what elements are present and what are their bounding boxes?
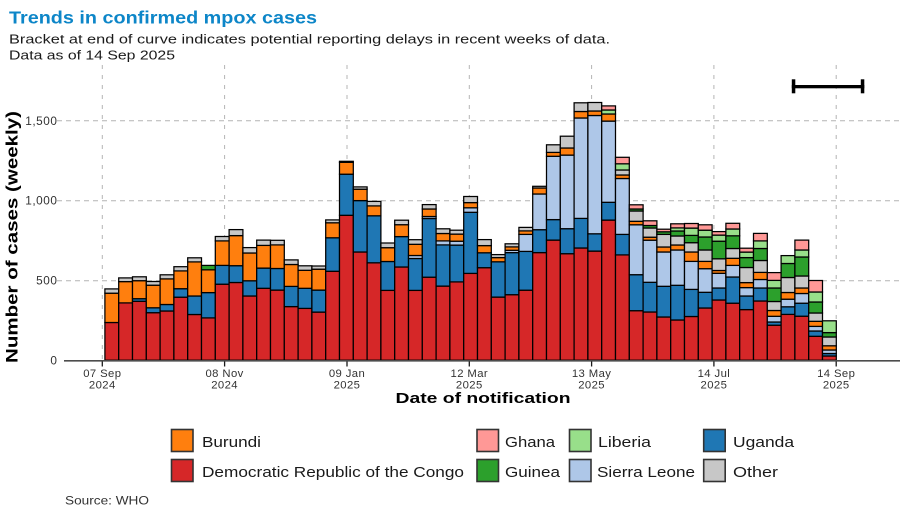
svg-text:Data as of 14 Sep 2025: Data as of 14 Sep 2025	[9, 48, 175, 63]
svg-text:Guinea: Guinea	[505, 464, 561, 481]
svg-text:14 Sep: 14 Sep	[817, 368, 855, 380]
svg-text:0: 0	[50, 354, 57, 368]
svg-text:Liberia: Liberia	[598, 434, 652, 451]
svg-text:1,000: 1,000	[25, 194, 57, 208]
svg-text:07 Sep: 07 Sep	[83, 368, 121, 380]
svg-text:12 Mar: 12 Mar	[451, 368, 489, 380]
svg-text:500: 500	[36, 274, 57, 288]
svg-text:09 Jan: 09 Jan	[329, 368, 365, 380]
svg-text:Democratic Republic of the Con: Democratic Republic of the Congo	[202, 464, 464, 481]
svg-text:2025: 2025	[456, 380, 483, 392]
svg-text:08 Nov: 08 Nov	[205, 368, 243, 380]
svg-text:2025: 2025	[701, 380, 728, 392]
svg-text:13 May: 13 May	[572, 368, 611, 380]
svg-text:2025: 2025	[334, 380, 361, 392]
svg-text:Burundi: Burundi	[202, 434, 261, 451]
svg-text:Uganda: Uganda	[733, 434, 795, 451]
svg-text:14 Jul: 14 Jul	[698, 368, 731, 380]
svg-text:Sierra Leone: Sierra Leone	[597, 464, 695, 481]
svg-text:Source: WHO: Source: WHO	[65, 494, 149, 505]
svg-text:2024: 2024	[89, 380, 116, 392]
svg-text:Number of cases (weekly): Number of cases (weekly)	[4, 111, 22, 363]
svg-text:Date of notification: Date of notification	[396, 390, 571, 407]
svg-text:Other: Other	[733, 464, 778, 481]
svg-text:Bracket at end of curve indica: Bracket at end of curve indicates potent…	[9, 32, 610, 47]
svg-text:Trends in confirmed mpox cases: Trends in confirmed mpox cases	[9, 8, 317, 28]
svg-text:Ghana: Ghana	[505, 434, 556, 451]
svg-text:2024: 2024	[211, 380, 238, 392]
svg-text:1,500: 1,500	[25, 114, 57, 128]
svg-text:2025: 2025	[823, 380, 850, 392]
svg-text:2025: 2025	[578, 380, 605, 392]
